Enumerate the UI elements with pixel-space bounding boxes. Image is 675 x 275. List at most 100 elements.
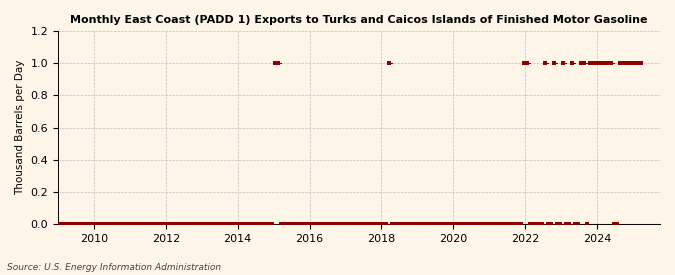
Point (515, 222, 526, 226)
Point (435, 222, 446, 226)
Point (213, 222, 223, 226)
Point (504, 222, 514, 226)
Point (626, 61, 637, 66)
Point (78, 222, 89, 226)
Point (126, 222, 137, 226)
Point (425, 222, 436, 226)
Point (87, 222, 98, 226)
Point (450, 222, 460, 226)
Point (63, 222, 74, 226)
Point (608, 222, 619, 226)
Point (159, 222, 169, 226)
Point (348, 222, 358, 226)
Point (231, 222, 242, 226)
Point (416, 222, 427, 226)
Point (477, 222, 487, 226)
Point (162, 222, 173, 226)
Point (57, 222, 68, 226)
Point (60, 222, 71, 226)
Point (356, 222, 367, 226)
Point (204, 222, 215, 226)
Point (186, 222, 196, 226)
Point (527, 222, 538, 226)
Point (75, 222, 86, 226)
Point (408, 222, 418, 226)
Point (362, 222, 373, 226)
Point (249, 222, 260, 226)
Point (81, 222, 92, 226)
Point (467, 222, 478, 226)
Point (273, 61, 284, 66)
Point (599, 61, 610, 66)
Point (329, 222, 340, 226)
Point (254, 222, 265, 226)
Point (300, 222, 310, 226)
Point (632, 61, 643, 66)
Point (500, 222, 511, 226)
Point (144, 222, 155, 226)
Point (414, 222, 425, 226)
Point (252, 222, 263, 226)
Point (237, 222, 248, 226)
Point (345, 222, 356, 226)
Point (566, 61, 577, 66)
Point (258, 222, 269, 226)
Point (335, 222, 346, 226)
Point (195, 222, 206, 226)
Point (429, 222, 439, 226)
Point (192, 222, 202, 226)
Point (153, 222, 164, 226)
Point (558, 61, 568, 66)
Point (117, 222, 128, 226)
Point (72, 222, 83, 226)
Point (138, 222, 148, 226)
Point (497, 222, 508, 226)
Point (66, 222, 77, 226)
Point (207, 222, 217, 226)
Point (629, 61, 640, 66)
Point (291, 222, 302, 226)
Point (389, 222, 400, 226)
Point (620, 61, 631, 66)
Point (156, 222, 167, 226)
Point (147, 222, 158, 226)
Point (398, 222, 409, 226)
Point (554, 222, 565, 226)
Point (225, 222, 236, 226)
Point (479, 222, 490, 226)
Point (302, 222, 313, 226)
Title: Monthly East Coast (PADD 1) Exports to Turks and Caicos Islands of Finished Moto: Monthly East Coast (PADD 1) Exports to T… (70, 15, 648, 25)
Point (222, 222, 233, 226)
Point (551, 222, 562, 226)
Point (111, 222, 122, 226)
Point (545, 222, 556, 226)
Point (611, 222, 622, 226)
Point (234, 222, 244, 226)
Point (375, 222, 385, 226)
Point (219, 222, 230, 226)
Point (84, 222, 95, 226)
Point (494, 222, 505, 226)
Point (593, 61, 604, 66)
Point (393, 222, 404, 226)
Point (315, 222, 325, 226)
Point (506, 222, 517, 226)
Point (377, 222, 388, 226)
Point (602, 61, 613, 66)
Point (180, 222, 191, 226)
Point (464, 222, 475, 226)
Point (312, 222, 323, 226)
Point (339, 222, 350, 226)
Point (174, 222, 185, 226)
Point (201, 222, 212, 226)
Point (281, 222, 292, 226)
Point (491, 222, 502, 226)
Point (198, 222, 209, 226)
Point (443, 222, 454, 226)
Point (485, 222, 496, 226)
Point (635, 61, 646, 66)
Point (366, 222, 377, 226)
Point (120, 222, 131, 226)
Point (531, 222, 541, 226)
Point (470, 222, 481, 226)
